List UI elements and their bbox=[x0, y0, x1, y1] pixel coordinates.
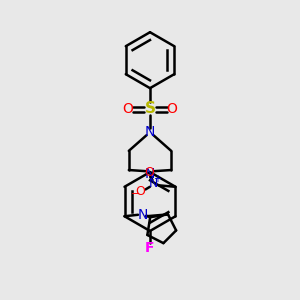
Text: F: F bbox=[145, 241, 155, 255]
Text: N: N bbox=[145, 167, 155, 181]
Text: O: O bbox=[167, 102, 178, 116]
Text: N: N bbox=[138, 208, 148, 222]
Text: S: S bbox=[145, 101, 155, 116]
Text: N: N bbox=[145, 125, 155, 139]
Text: O: O bbox=[144, 166, 154, 178]
Text: O: O bbox=[122, 102, 134, 116]
Text: N: N bbox=[149, 177, 158, 190]
Text: O: O bbox=[135, 185, 145, 198]
Text: +: + bbox=[153, 174, 161, 184]
Text: −: − bbox=[130, 189, 140, 199]
